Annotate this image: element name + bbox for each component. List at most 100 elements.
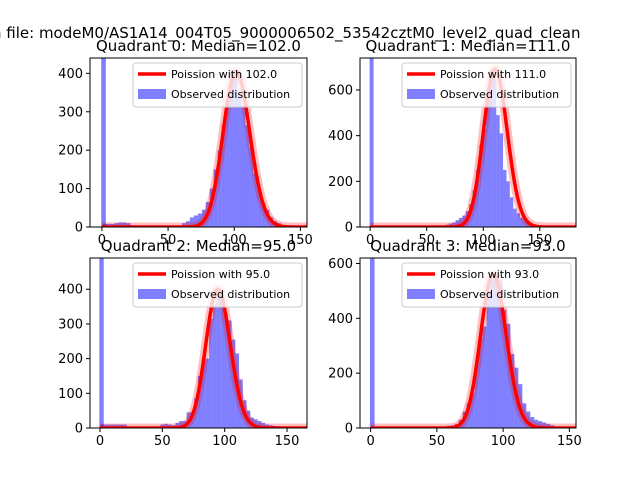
histogram-bar: [126, 223, 131, 227]
legend: Poission with 93.0 Observed distribution: [401, 262, 572, 308]
axes-frame: [359, 257, 577, 429]
x-tick-label: 150: [275, 434, 300, 449]
x-tick-label: 150: [557, 434, 582, 449]
histogram-bar: [482, 128, 487, 227]
histogram-bar: [261, 203, 266, 227]
histogram-bar: [469, 204, 473, 227]
histogram-bar: [474, 364, 479, 428]
histogram-bar: [490, 274, 495, 428]
histogram-bar: [542, 422, 547, 428]
poisson-curve-halo: [101, 66, 307, 227]
histogram-bar: [475, 169, 480, 227]
histogram-bar: [513, 208, 517, 227]
legend-box: [401, 62, 572, 108]
histogram-bar: [520, 217, 524, 227]
panel-title: Quadrant 1: Median=111.0: [366, 37, 571, 55]
histogram-bar: [245, 125, 250, 227]
histogram-bar: [225, 104, 230, 227]
histogram-bar: [122, 222, 127, 227]
histogram-bar: [523, 220, 527, 227]
histogram-bar: [516, 213, 521, 227]
x-tick-label: 0: [366, 434, 374, 449]
histogram-bar: [455, 220, 459, 227]
x-tick-label: 0: [366, 233, 374, 248]
legend: Poission with 111.0 Observed distribution: [401, 62, 572, 108]
axes-frame: [89, 57, 308, 228]
histogram-bar: [492, 78, 497, 227]
panel-title: Quadrant 3: Median=93.0: [370, 237, 565, 255]
legend-label-observed: Observed distribution: [171, 88, 290, 101]
legend-hist-swatch: [138, 289, 166, 299]
legend-label-poisson: Poission with 95.0: [171, 268, 270, 281]
histogram-bar: [479, 144, 483, 227]
plot-area: [101, 58, 307, 227]
y-tick-label: 200: [328, 175, 353, 190]
y-tick-label: 400: [328, 312, 353, 327]
histogram-bar: [486, 290, 491, 428]
legend-label-poisson: Poission with 111.0: [440, 68, 546, 81]
x-tick-label: 50: [429, 434, 446, 449]
y-tick-label: 600: [328, 257, 353, 272]
histogram-bar: [220, 290, 225, 428]
y-tick-label: 0: [345, 221, 353, 236]
y-tick-label: 0: [345, 422, 353, 437]
histogram-bar: [216, 289, 221, 428]
x-tick-label: 50: [160, 233, 177, 248]
histogram-bar: [118, 222, 123, 227]
histogram-bar: [253, 419, 258, 428]
histogram-bar: [179, 421, 183, 428]
x-tick-label: 50: [418, 233, 435, 248]
figure-suptitle: n file: modeM0/AS1A14_004T05_9000006502_…: [0, 24, 581, 43]
histogram-bar: [164, 423, 168, 428]
histogram-bar: [496, 115, 500, 227]
histogram-bar: [502, 310, 507, 428]
histogram-bar: [233, 75, 238, 227]
legend-hist-swatch: [407, 289, 435, 299]
y-tick-label: 200: [58, 352, 83, 367]
x-tick-label: 100: [491, 434, 516, 449]
histogram-bar: [257, 421, 262, 428]
x-tick-label: 150: [527, 233, 552, 248]
y-tick-label: 400: [58, 67, 83, 82]
histogram-bar: [261, 422, 266, 428]
axes-frame: [89, 257, 308, 429]
y-tick-label: 200: [58, 144, 83, 159]
panel-title: Quadrant 0: Median=102.0: [96, 37, 301, 55]
y-tick-label: 400: [58, 283, 83, 298]
histogram-bar: [546, 423, 551, 428]
quadrant-panel-2: 0 50 100 150 0 100 200 300 400 Quadrant 2: Median…: [58, 237, 308, 449]
histogram-bar: [185, 221, 190, 227]
legend-label-poisson: Poission with 102.0: [171, 68, 277, 81]
histogram-bar: [530, 417, 535, 428]
histogram-bar: [458, 217, 463, 227]
histogram-bar: [114, 223, 119, 227]
histogram-bar: [478, 337, 483, 428]
histogram-bar: [197, 375, 202, 428]
histogram-bar: [205, 358, 210, 428]
histogram-bar: [509, 197, 514, 227]
x-tick-label: 0: [96, 434, 104, 449]
legend-hist-swatch: [138, 89, 166, 99]
legend-box: [132, 262, 303, 308]
histogram-bar: [201, 360, 206, 428]
quadrant-panel-1: 0 50 100 150 0 200 400 600 Quadrant 1: Median=11…: [328, 37, 577, 248]
histogram-bar: [231, 339, 236, 428]
y-tick-label: 300: [58, 105, 83, 120]
histogram-bar: [470, 392, 475, 428]
y-tick-label: 0: [75, 221, 83, 236]
histogram-bar: [510, 353, 515, 428]
quadrant-panel-3: 0 50 100 150 0 200 400 600 Quadrant 3: Median=93…: [328, 237, 582, 449]
y-tick-label: 400: [328, 129, 353, 144]
histogram-bar: [213, 169, 218, 227]
legend-label-observed: Observed distribution: [171, 288, 290, 301]
histogram-bar: [249, 146, 254, 227]
histogram-bar: [482, 326, 487, 428]
legend-hist-swatch: [407, 89, 435, 99]
x-tick-label: 100: [222, 233, 247, 248]
histogram-bar: [229, 71, 234, 227]
histogram-bar: [212, 304, 217, 428]
x-tick-label: 0: [98, 233, 106, 248]
histogram-bar: [190, 412, 195, 428]
histogram-bar: [494, 274, 499, 428]
histogram-bar: [486, 92, 490, 227]
